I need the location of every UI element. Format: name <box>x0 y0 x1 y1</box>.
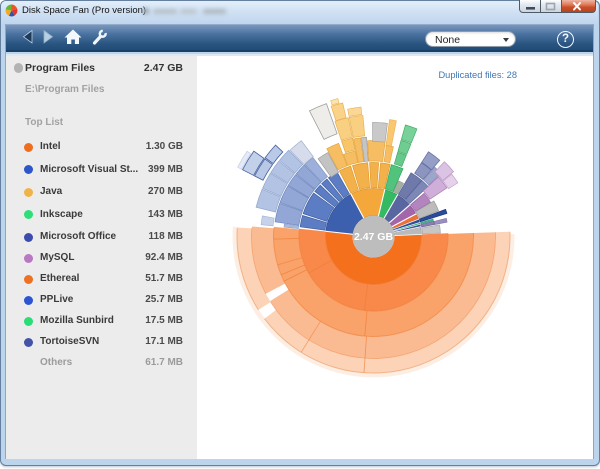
svg-text:2.47 GB: 2.47 GB <box>354 231 394 243</box>
